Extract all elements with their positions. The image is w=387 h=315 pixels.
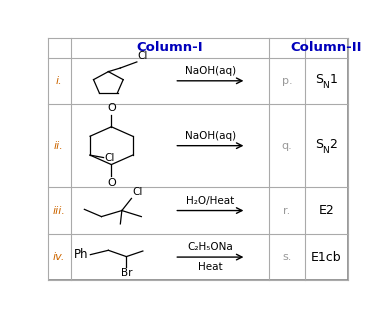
Text: Cl: Cl bbox=[104, 153, 115, 163]
Text: iv.: iv. bbox=[53, 252, 65, 262]
Text: Ph: Ph bbox=[74, 248, 89, 261]
Text: 2: 2 bbox=[329, 138, 337, 151]
Text: E2: E2 bbox=[319, 204, 334, 217]
Text: s.: s. bbox=[282, 252, 291, 262]
Text: r.: r. bbox=[283, 206, 290, 215]
Text: Cl: Cl bbox=[132, 187, 142, 197]
Text: p.: p. bbox=[281, 76, 292, 86]
Text: 1: 1 bbox=[329, 73, 337, 86]
Text: NaOH(aq): NaOH(aq) bbox=[185, 131, 236, 141]
Text: Column-II: Column-II bbox=[291, 41, 362, 54]
Text: S: S bbox=[315, 138, 323, 151]
Text: N: N bbox=[322, 146, 329, 155]
Text: Cl: Cl bbox=[138, 51, 148, 61]
Text: O: O bbox=[107, 178, 116, 188]
Text: iii.: iii. bbox=[52, 206, 65, 215]
Text: N: N bbox=[322, 81, 329, 90]
Text: H₂O/Heat: H₂O/Heat bbox=[186, 196, 235, 206]
Text: q.: q. bbox=[281, 141, 292, 151]
Text: i.: i. bbox=[56, 76, 62, 86]
Text: O: O bbox=[107, 103, 116, 113]
Text: ii.: ii. bbox=[54, 141, 64, 151]
Text: E1cb: E1cb bbox=[311, 250, 342, 264]
Text: C₂H₅ONa: C₂H₅ONa bbox=[187, 242, 233, 252]
Text: Column-I: Column-I bbox=[137, 41, 203, 54]
Text: Br: Br bbox=[121, 268, 132, 278]
Text: Heat: Heat bbox=[198, 262, 223, 272]
Text: S: S bbox=[315, 73, 323, 86]
Text: NaOH(aq): NaOH(aq) bbox=[185, 66, 236, 77]
